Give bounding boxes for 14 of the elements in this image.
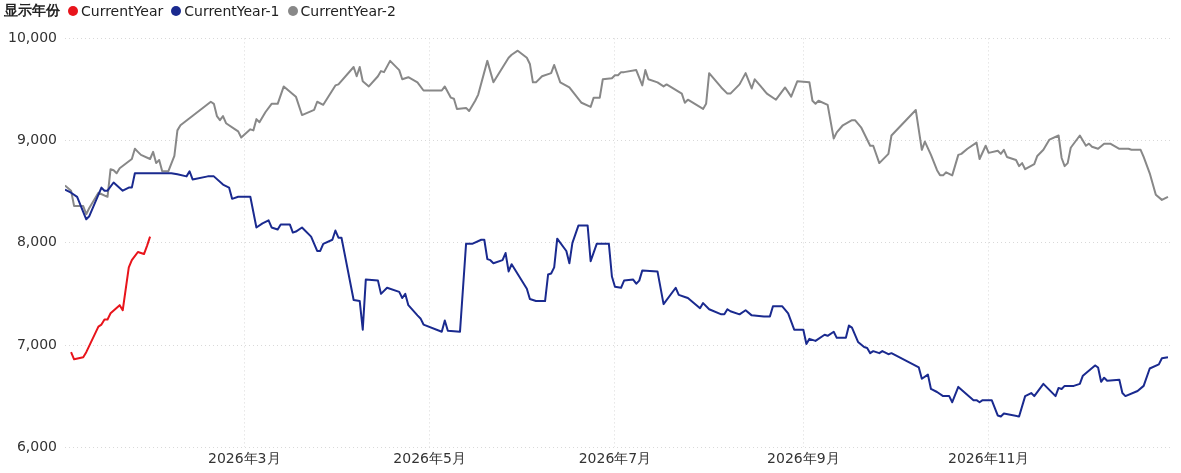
y-tick-label: 10,000: [7, 29, 57, 46]
legend-label: CurrentYear-2: [300, 3, 396, 19]
legend-label: CurrentYear: [81, 3, 164, 19]
x-tick-label: 2026年7月: [578, 450, 652, 467]
x-tick-label: 2026年9月: [767, 450, 840, 467]
y-tick-label: 6,000: [16, 437, 57, 454]
y-tick-label: 8,000: [16, 233, 57, 250]
x-tick-label: 2026年5月: [393, 450, 466, 467]
x-tick-label: 2026年11月: [947, 450, 1030, 467]
y-tick-label: 7,000: [16, 335, 57, 352]
legend-title: 显示年份: [4, 2, 60, 20]
x-tick-label: 2026年3月: [207, 450, 281, 467]
legend-label: CurrentYear-1: [184, 3, 280, 19]
y-tick-label: 9,000: [16, 131, 57, 148]
